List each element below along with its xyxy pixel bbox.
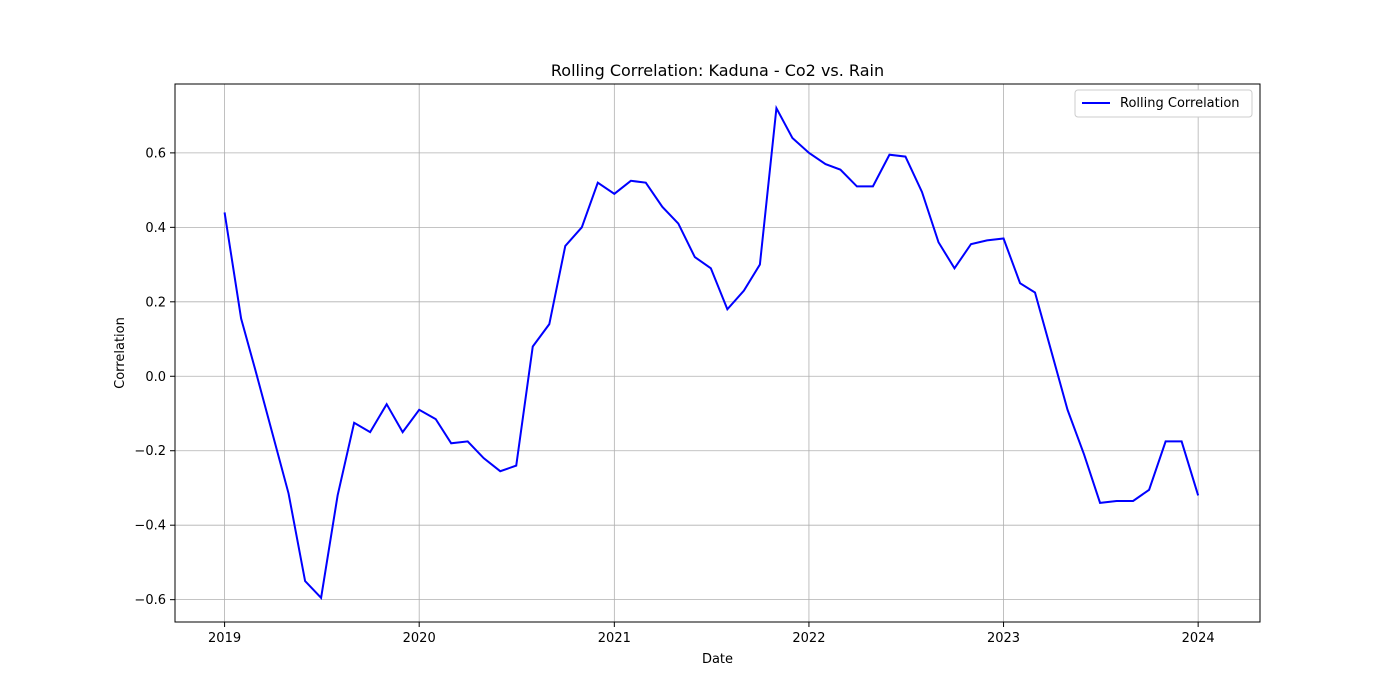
x-tick-label: 2021 (598, 631, 631, 646)
axis-ticks: 2019 2020 2021 2022 2023 2024 −0.6 −0.4 −0.2 0.0 0… (134, 146, 1214, 646)
x-tick-label: 2023 (987, 631, 1020, 646)
y-tick-label: −0.6 (134, 593, 166, 608)
y-tick-label: −0.2 (134, 444, 166, 459)
plot-area-frame (174, 83, 1261, 623)
series-line-rolling-correlation (223, 104, 1200, 600)
x-tick-label: 2022 (792, 631, 825, 646)
x-tick-label: 2024 (1182, 631, 1215, 646)
legend-label: Rolling Correlation (1120, 96, 1240, 111)
x-tick-label: 2019 (208, 631, 241, 646)
y-tick-label: −0.4 (134, 519, 166, 534)
y-axis-title: Correlation (113, 317, 128, 389)
y-tick-label: 0.0 (145, 370, 166, 385)
x-axis-title: Date (702, 652, 733, 667)
chart-title: Rolling Correlation: Kaduna - Co2 vs. Ra… (551, 61, 884, 80)
grid-lines (175, 84, 1260, 622)
legend: Rolling Correlation (1074, 89, 1253, 118)
y-tick-label: 0.2 (145, 295, 166, 310)
y-tick-label: 0.4 (145, 221, 166, 236)
x-tick-label: 2020 (403, 631, 436, 646)
y-tick-label: 0.6 (145, 146, 166, 161)
legend-box (1074, 89, 1253, 118)
